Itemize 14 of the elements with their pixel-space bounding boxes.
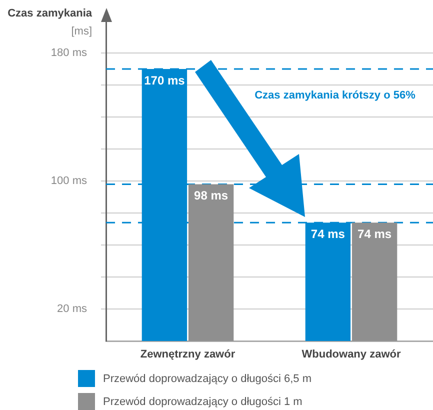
- y-tick-label: 100 ms: [50, 175, 88, 188]
- annotation: Czas zamykania krótszy o 56%: [254, 90, 416, 102]
- data-label: 74 ms: [358, 226, 392, 241]
- data-label: 74 ms: [310, 226, 346, 241]
- data-label: 98 ms: [194, 188, 228, 203]
- data-label: 170 ms: [144, 73, 186, 88]
- legend-label: Przewód doprowadzający o długości 6,5 m: [103, 372, 312, 386]
- x-tick-label: Wbudowany zawór: [302, 348, 402, 361]
- x-tick-label: Zewnętrzny zawór: [140, 348, 236, 361]
- bar: [352, 222, 398, 341]
- y-tick-label: 20 ms: [57, 303, 88, 316]
- y-axis-title: Czas zamykania [ms]: [8, 8, 93, 38]
- y-tick-label: 180 ms: [50, 47, 88, 60]
- legend-label: Przewód doprowadzający o długości 1 m: [103, 394, 302, 408]
